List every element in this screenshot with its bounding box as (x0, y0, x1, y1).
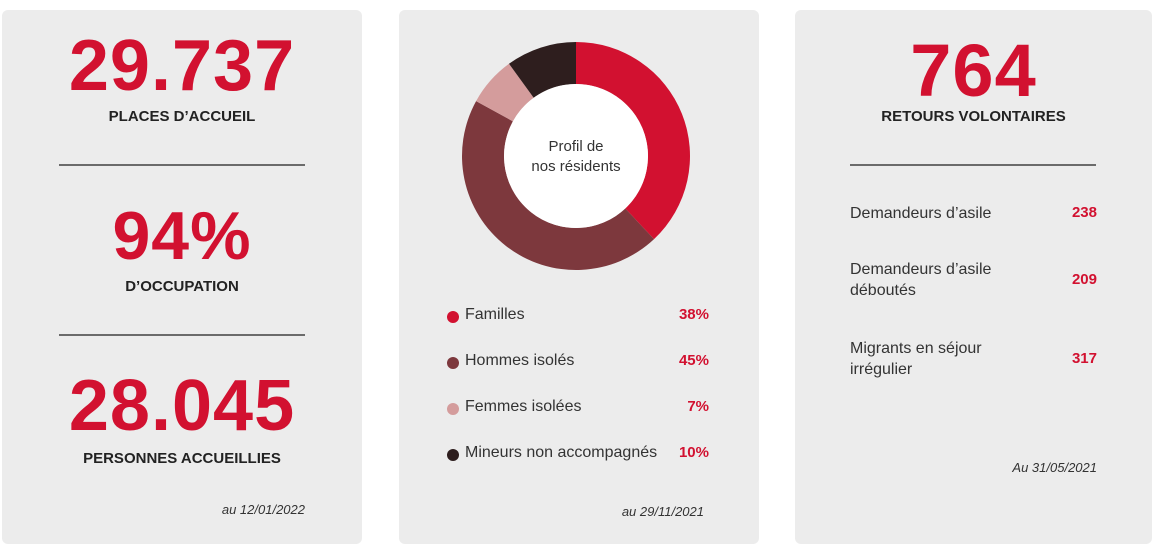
returns-row-value: 317 (1071, 350, 1097, 367)
chart-title-line-1: Profil de (548, 138, 603, 155)
legend-label: Femmes isolées (465, 398, 582, 415)
donut-chart: Profil de nos résidents (462, 42, 690, 270)
divider (59, 334, 305, 336)
places-value: 29.737 (68, 26, 296, 106)
stats-card-capacity: 29.737 PLACES D’ACCUEIL 94% D’OCCUPATION… (2, 10, 362, 544)
legend-label: Mineurs non accompagnés (465, 444, 658, 461)
legend-item-hommes: Hommes isolés 45% (447, 352, 709, 376)
returns-label: RETOURS VOLONTAIRES (881, 108, 1066, 125)
legend-item-familles: Familles 38% (447, 306, 709, 330)
legend-label: Hommes isolés (465, 352, 575, 369)
legend-label: Familles (465, 306, 525, 323)
occupation-label: D’OCCUPATION (125, 278, 239, 295)
legend-value: 45% (678, 352, 709, 369)
legend-dot (447, 449, 459, 461)
donut-slice-1 (576, 42, 690, 240)
donut-slice-2 (462, 101, 655, 270)
date-label: Au 31/05/2021 (1012, 460, 1097, 475)
stats-card-returns: 764 RETOURS VOLONTAIRES Demandeurs d’asi… (795, 10, 1152, 544)
legend-value: 10% (678, 444, 709, 461)
returns-row-label: Demandeurs d’asile (850, 205, 992, 222)
legend-dot (447, 403, 459, 415)
persons-value: 28.045 (68, 366, 296, 446)
legend-value: 7% (687, 398, 709, 415)
legend-item-femmes: Femmes isolées 7% (447, 398, 709, 422)
date-label: au 29/11/2021 (621, 504, 704, 519)
legend-dot (447, 357, 459, 369)
stats-card-profile: Profil de nos résidents Familles 38% Hom… (399, 10, 759, 544)
returns-row-value: 238 (1071, 204, 1097, 221)
returns-value: 764 (910, 29, 1037, 112)
persons-label: PERSONNES ACCUEILLIES (83, 450, 281, 467)
places-label: PLACES D’ACCUEIL (108, 108, 256, 125)
donut-slice-3 (476, 63, 534, 122)
returns-row-value: 209 (1071, 271, 1097, 288)
donut-hole (504, 84, 648, 228)
occupation-value: 94% (112, 198, 252, 274)
donut-slice-4 (508, 42, 576, 98)
returns-row-label: Demandeurs d’asile déboutés (850, 261, 992, 299)
legend-value: 38% (678, 306, 709, 323)
divider (59, 164, 305, 166)
divider (850, 164, 1096, 166)
date-label: au 12/01/2022 (221, 502, 305, 517)
legend-dot (447, 311, 459, 323)
legend-item-mineurs: Mineurs non accompagnés 10% (447, 444, 709, 468)
returns-row-label: Migrants en séjour irrégulier (850, 340, 982, 378)
chart-title-line-2: nos résidents (531, 158, 620, 175)
